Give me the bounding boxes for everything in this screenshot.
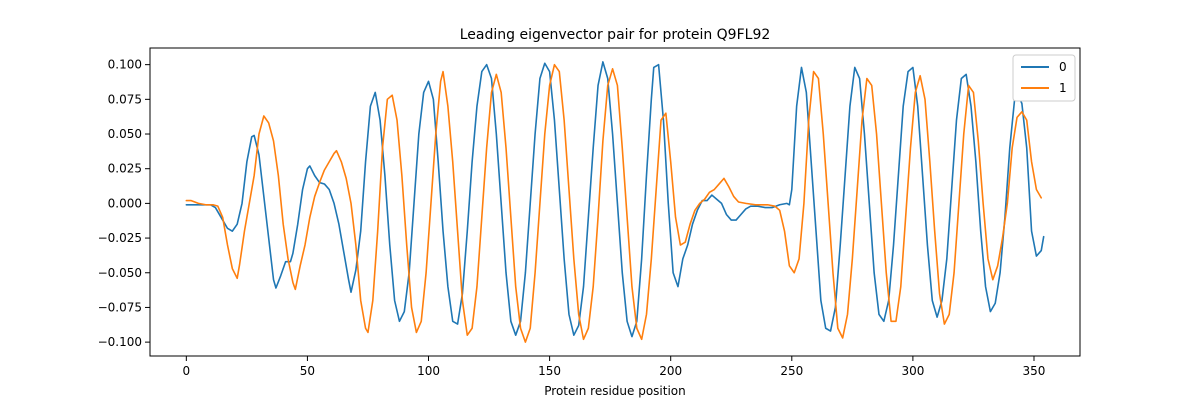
series-layer [185, 61, 1045, 343]
x-axis-ticks: 0 50 100 150 200 250 300 350 [183, 356, 1046, 378]
x-tick-label: 350 [1023, 364, 1046, 378]
y-tick-label: 0.100 [108, 58, 142, 72]
x-tick-label: 150 [538, 364, 561, 378]
x-tick-label: 50 [300, 364, 315, 378]
y-axis-ticks: −0.100 −0.075 −0.050 −0.025 0.000 0.025 0.050 0… [98, 58, 150, 349]
x-tick-label: 200 [659, 364, 682, 378]
y-tick-label: −0.100 [98, 335, 142, 349]
y-tick-label: −0.050 [98, 266, 142, 280]
series-line-0 [185, 61, 1045, 338]
legend-label-series-0: 0 [1059, 60, 1067, 74]
y-tick-label: −0.075 [98, 300, 142, 314]
plot-area: 0 50 100 150 200 250 300 350 −0.100 −0.075 −0.050… [98, 47, 1081, 378]
x-tick-label: 300 [901, 364, 924, 378]
y-tick-label: 0.075 [108, 92, 142, 106]
x-tick-label: 250 [780, 364, 803, 378]
x-tick-label: 100 [417, 364, 440, 378]
y-tick-label: 0.025 [108, 162, 142, 176]
y-tick-label: 0.050 [108, 127, 142, 141]
x-axis-label: Protein residue position [544, 384, 685, 398]
legend: 0 1 [1012, 54, 1076, 102]
y-tick-label: −0.025 [98, 231, 142, 245]
series-line-1 [185, 63, 1043, 343]
y-tick-label: 0.000 [108, 196, 142, 210]
chart-title: Leading eigenvector pair for protein Q9F… [460, 27, 771, 43]
plot-frame [149, 47, 1081, 357]
x-tick-label: 0 [183, 364, 191, 378]
legend-label-series-1: 1 [1059, 81, 1067, 95]
